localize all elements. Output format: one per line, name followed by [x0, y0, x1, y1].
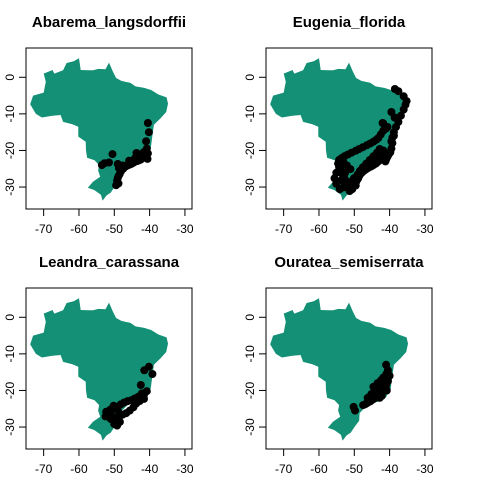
- x-tick-label: -60: [70, 222, 88, 236]
- y-tick-label: -30: [3, 418, 17, 436]
- y-tick-label: -30: [3, 178, 17, 196]
- panel-title: Ouratea_semiserrata: [274, 254, 424, 271]
- panel-title: Abarema_langsdorffii: [32, 14, 186, 31]
- x-tick-label: -50: [106, 462, 124, 476]
- occurrence-point: [389, 131, 398, 140]
- y-tick-label: -30: [243, 178, 257, 196]
- y-tick-label: -20: [243, 141, 257, 159]
- y-tick-label: -10: [243, 345, 257, 363]
- occurrence-point: [144, 128, 153, 137]
- map-panel-1: Abarema_langsdorffii -70 -60 -50 -40 -30 0 -10 -…: [3, 14, 194, 236]
- brazil-map-shape: [270, 58, 408, 201]
- y-tick-label: -20: [3, 381, 17, 399]
- y-tick-label: -20: [243, 381, 257, 399]
- occurrence-point: [396, 111, 405, 120]
- x-tick-label: -30: [176, 222, 194, 236]
- y-tick-label: -10: [3, 105, 17, 123]
- occurrence-point: [399, 105, 408, 114]
- map-panel-4: Ouratea_semiserrata -70 -60 -50 -40 -30 0 -10 -2…: [243, 254, 434, 476]
- occurrence-point: [148, 370, 157, 378]
- occurrence-point: [108, 150, 117, 159]
- map-panel-3: Leandra_carassana -70 -60 -50 -40 -30 0 -10 -20 -…: [3, 254, 194, 476]
- x-tick-label: -40: [381, 222, 399, 236]
- x-tick-label: -70: [275, 222, 293, 236]
- x-tick-label: -40: [381, 462, 399, 476]
- plot-frame: [25, 47, 193, 210]
- occurrence-point: [113, 406, 122, 415]
- plot-frame: [265, 47, 433, 210]
- y-tick-label: 0: [3, 314, 17, 321]
- x-tick-label: -60: [310, 222, 328, 236]
- occurrence-point: [142, 137, 151, 146]
- y-tick-label: 0: [243, 74, 257, 81]
- occurrence-point: [382, 124, 391, 133]
- occurrence-point: [132, 149, 141, 157]
- occurrence-point: [143, 119, 152, 127]
- y-tick-label: 0: [243, 314, 257, 321]
- x-tick-label: -40: [141, 222, 159, 236]
- x-tick-label: -30: [416, 222, 434, 236]
- occurrence-point: [136, 381, 145, 389]
- x-tick-label: -30: [176, 462, 194, 476]
- occurrence-point: [140, 366, 149, 375]
- y-tick-label: -10: [3, 345, 17, 363]
- brazil-map-shape: [30, 58, 169, 201]
- x-tick-label: -70: [275, 462, 293, 476]
- occurrence-point: [394, 87, 403, 96]
- plot-frame: [265, 287, 433, 450]
- x-tick-label: -60: [70, 462, 88, 476]
- occurrence-point: [115, 417, 124, 426]
- y-tick-label: -30: [243, 418, 257, 436]
- y-tick-label: -20: [3, 141, 17, 159]
- y-tick-label: -10: [243, 105, 257, 123]
- x-tick-label: -70: [35, 462, 53, 476]
- occurrence-point: [135, 397, 144, 406]
- x-tick-label: -50: [346, 462, 364, 476]
- x-tick-label: -50: [106, 222, 124, 236]
- occurrence-point: [112, 181, 121, 190]
- occurrence-point: [97, 161, 106, 170]
- occurrence-point: [341, 168, 350, 177]
- y-tick-label: 0: [3, 74, 17, 81]
- x-tick-label: -70: [35, 222, 53, 236]
- x-tick-label: -40: [141, 462, 159, 476]
- occurrence-point: [382, 386, 391, 395]
- occurrence-point: [390, 113, 399, 122]
- occurrence-point: [359, 401, 368, 410]
- occurrence-point: [101, 412, 110, 421]
- occurrence-point: [351, 406, 359, 415]
- occurrence-point: [351, 181, 360, 190]
- occurrence-point: [369, 382, 378, 391]
- brazil-map-shape: [30, 298, 169, 441]
- x-tick-label: -60: [310, 462, 328, 476]
- x-tick-label: -50: [346, 222, 364, 236]
- occurrence-point: [118, 161, 127, 170]
- occurrence-point: [125, 156, 134, 165]
- occurrence-point: [337, 176, 346, 185]
- brazil-map-shape: [270, 298, 408, 441]
- occurrence-point: [363, 393, 372, 402]
- plot-frame: [25, 287, 193, 450]
- panel-title: Eugenia_florida: [293, 14, 406, 31]
- map-panel-2: Eugenia_florida -70 -60 -50 -40 -30 0 -10 -20 -30: [243, 14, 434, 236]
- panel-title: Leandra_carassana: [39, 254, 180, 271]
- x-tick-label: -30: [416, 462, 434, 476]
- occurrence-point: [382, 370, 391, 378]
